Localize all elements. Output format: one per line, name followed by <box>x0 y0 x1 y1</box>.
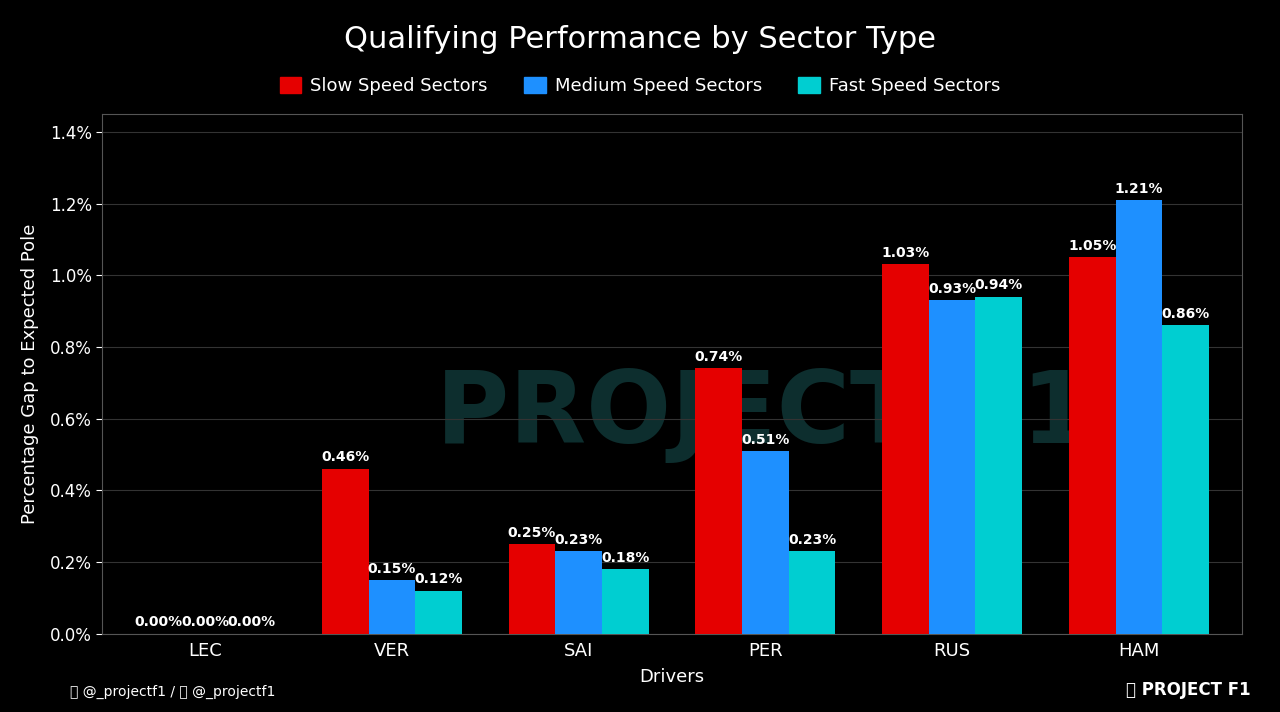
X-axis label: Drivers: Drivers <box>640 669 704 686</box>
Bar <box>975 297 1023 634</box>
Text: 1.05%: 1.05% <box>1068 239 1116 253</box>
Bar <box>1116 200 1162 634</box>
Text: 0.18%: 0.18% <box>602 551 649 565</box>
Legend: Slow Speed Sectors, Medium Speed Sectors, Fast Speed Sectors: Slow Speed Sectors, Medium Speed Sectors… <box>273 70 1007 103</box>
Bar <box>1162 325 1208 634</box>
Bar <box>508 544 556 634</box>
Bar <box>929 300 975 634</box>
Text: 0.51%: 0.51% <box>741 433 790 446</box>
Text: 1.21%: 1.21% <box>1115 182 1164 196</box>
Text: Qualifying Performance by Sector Type: Qualifying Performance by Sector Type <box>344 25 936 54</box>
Text: 0.00%: 0.00% <box>228 615 276 629</box>
Text: 0.23%: 0.23% <box>554 533 603 547</box>
Text: 0.74%: 0.74% <box>695 350 742 364</box>
Text: 0.25%: 0.25% <box>508 525 556 540</box>
Bar <box>1069 257 1116 634</box>
Bar <box>695 368 742 634</box>
Text: 0.00%: 0.00% <box>134 615 183 629</box>
Text: PROJECT F1: PROJECT F1 <box>435 367 1091 464</box>
Text: 1.03%: 1.03% <box>882 246 929 260</box>
Bar <box>788 551 836 634</box>
Text: 0.15%: 0.15% <box>367 562 416 575</box>
Bar <box>415 591 462 634</box>
Text: 0.00%: 0.00% <box>180 615 229 629</box>
Text: 0.93%: 0.93% <box>928 282 977 296</box>
Bar <box>321 468 369 634</box>
Bar <box>556 551 602 634</box>
Text: 0.12%: 0.12% <box>415 572 463 587</box>
Text: 0.94%: 0.94% <box>974 278 1023 293</box>
Bar <box>882 264 929 634</box>
Text: 0.23%: 0.23% <box>788 533 836 547</box>
Text: 0.46%: 0.46% <box>321 451 370 464</box>
Text: ⓞ @_projectf1 / 🐦 @_projectf1: ⓞ @_projectf1 / 🐦 @_projectf1 <box>70 685 275 699</box>
Text: 0.86%: 0.86% <box>1161 307 1210 321</box>
Text: ⓟ PROJECT F1: ⓟ PROJECT F1 <box>1126 681 1251 699</box>
Bar <box>369 580 415 634</box>
Bar <box>742 451 788 634</box>
Bar <box>602 569 649 634</box>
Y-axis label: Percentage Gap to Expected Pole: Percentage Gap to Expected Pole <box>20 224 38 524</box>
